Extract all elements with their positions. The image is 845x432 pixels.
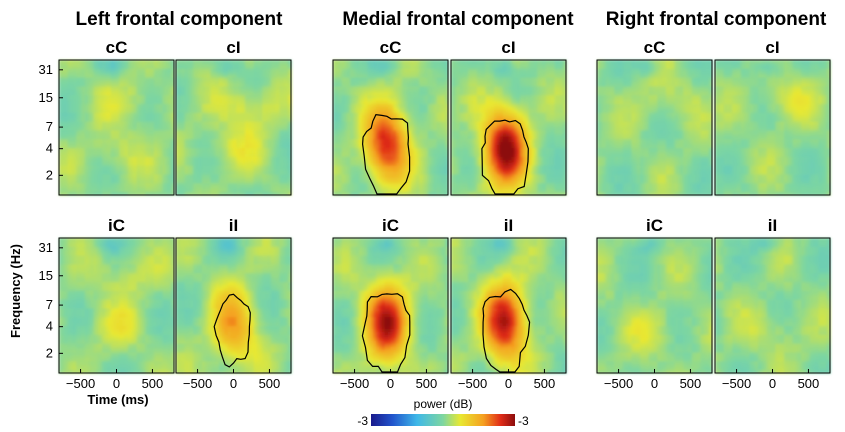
heatmap-cells	[59, 238, 175, 374]
panel-0-iC: iC2471531−500 0 500	[39, 216, 175, 391]
panel-title: iC	[108, 216, 125, 235]
panel-0-cI: cI	[176, 38, 292, 196]
y-tick-label: 15	[39, 90, 53, 105]
panel-0-cC: cC 2 4 7 15 31	[39, 38, 175, 196]
component-title-left: Left frontal component	[76, 9, 284, 30]
y-tick-label: 4	[46, 141, 53, 156]
y-tick-label: 7	[46, 119, 53, 134]
heatmap-cells	[176, 60, 292, 196]
component-title-medial: Medial frontal component	[342, 9, 574, 30]
panel-title: cC	[106, 38, 128, 57]
heatmap-cells	[59, 60, 175, 196]
component-title-right: Right frontal component	[606, 9, 827, 30]
panel-title: cI	[226, 38, 240, 57]
y-tick-label: 31	[39, 62, 53, 77]
y-tick-label: 2	[46, 167, 53, 182]
